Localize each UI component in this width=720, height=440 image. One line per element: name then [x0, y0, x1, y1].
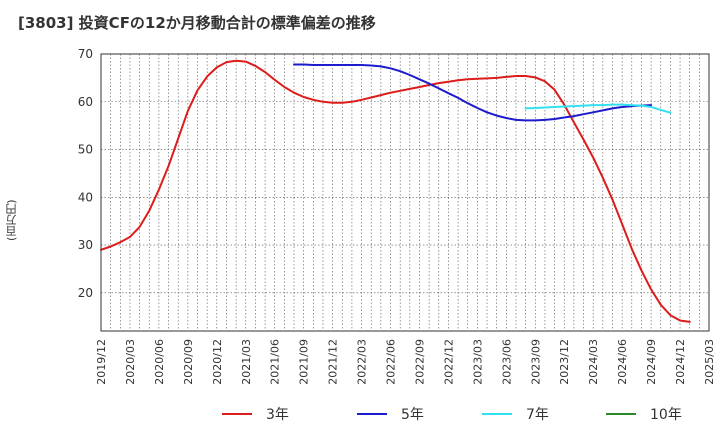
x-tick-label: 2020/09	[182, 339, 195, 385]
x-tick-label: 2021/12	[327, 339, 340, 385]
series-line-3年	[100, 59, 691, 323]
x-tick-label: 2025/03	[703, 339, 716, 385]
x-tick-label: 2023/09	[529, 339, 542, 385]
x-tick-label: 2022/12	[442, 339, 455, 385]
y-tick-label: 60	[78, 95, 93, 109]
x-tick-label: 2019/12	[95, 339, 108, 385]
plot-frame	[100, 53, 710, 332]
x-axis-ticks: 2019/12 2020/03 2020/06 2020/09 2020/12 2021/…	[95, 339, 716, 385]
legend-label: 5年	[401, 407, 424, 423]
x-tick-label: 2022/06	[385, 339, 398, 385]
x-tick-label: 2022/03	[356, 339, 369, 385]
x-tick-label: 2020/06	[153, 339, 166, 385]
chart-title: [3803] 投資CFの12か月移動合計の標準偏差の推移	[18, 14, 376, 32]
x-tick-label: 2020/03	[124, 339, 137, 385]
x-tick-label: 2023/06	[500, 339, 513, 385]
y-tick-label: 40	[78, 190, 93, 204]
y-tick-label: 70	[78, 47, 93, 61]
x-tick-label: 2020/12	[211, 339, 224, 385]
series-line-5年	[293, 63, 653, 122]
x-tick-label: 2021/09	[298, 339, 311, 385]
y-axis-ticks: 20 30 40 50 60 70	[78, 47, 93, 300]
grid	[101, 53, 709, 331]
x-tick-label: 2024/03	[587, 339, 600, 385]
legend-label: 3年	[266, 407, 289, 423]
x-tick-label: 2024/09	[645, 339, 658, 385]
legend-label: 7年	[526, 407, 549, 423]
y-tick-label: 50	[78, 143, 93, 157]
x-tick-label: 2023/03	[471, 339, 484, 385]
x-tick-label: 2021/03	[240, 339, 253, 385]
y-tick-label: 20	[78, 286, 93, 300]
series-line-7年	[524, 103, 672, 114]
x-tick-label: 2022/09	[413, 339, 426, 385]
y-tick-label: 30	[78, 238, 93, 252]
series-lines	[100, 59, 691, 323]
x-tick-label: 2024/06	[616, 339, 629, 385]
x-tick-label: 2023/12	[558, 339, 571, 385]
x-tick-label: 2024/12	[674, 339, 687, 385]
legend-label: 10年	[650, 407, 682, 423]
x-tick-label: 2021/06	[269, 339, 282, 385]
legend: 3年 5年 7年 10年	[222, 407, 682, 423]
